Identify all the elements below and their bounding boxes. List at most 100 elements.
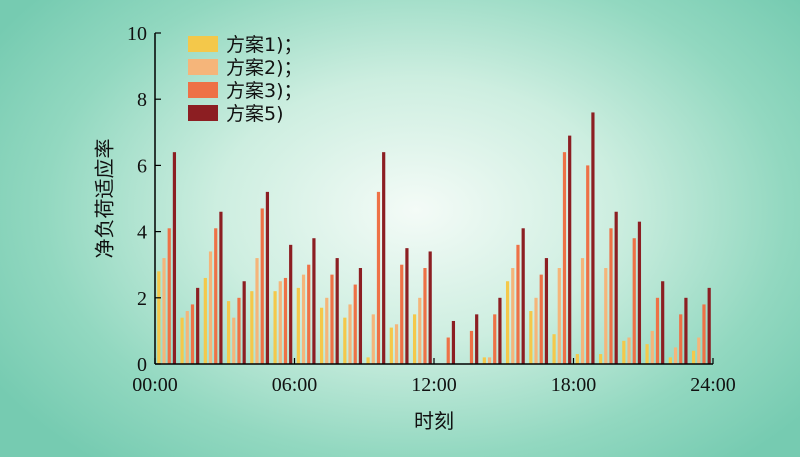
bar-series3-hour19	[586, 165, 590, 364]
bar-series4-hour10	[382, 152, 386, 364]
bar-series3-hour12	[423, 268, 427, 364]
bar-series3-hour18	[562, 152, 567, 364]
bar-series3-hour13	[446, 337, 450, 364]
bar-series2-hour3	[208, 251, 213, 364]
bar-series1-hour15	[482, 357, 486, 364]
legend-label-3: 方案3)；	[226, 80, 303, 102]
bar-series4-hour23	[684, 297, 688, 364]
y-tick-label: 2	[137, 288, 147, 310]
bar-series1-hour22	[645, 344, 649, 364]
bar-series3-hour20	[609, 228, 613, 364]
y-tick-label: 8	[137, 89, 147, 111]
bar-series2-hour6	[278, 281, 282, 364]
bar-series4-hour20	[614, 211, 618, 364]
y-tick-label: 10	[127, 23, 147, 45]
legend-swatch-2	[188, 59, 218, 75]
x-tick-label: 18:00	[551, 374, 597, 396]
bar-series3-hour10	[376, 191, 381, 364]
bar-series2-hour15	[487, 357, 492, 364]
bar-series4-hour7	[312, 238, 316, 364]
bar-series4-hour15	[498, 297, 502, 364]
bar-series3-hour2	[190, 304, 195, 364]
bar-series1-hour12	[412, 314, 417, 364]
bar-series1-hour7	[296, 287, 300, 364]
x-tick-label: 00:00	[132, 374, 178, 396]
bar-series1-hour10	[366, 357, 370, 364]
bar-series1-hour5	[250, 291, 254, 364]
bar-series1-hour23	[668, 357, 672, 364]
bar-series3-hour15	[493, 314, 497, 364]
bar-series2-hour2	[185, 311, 189, 364]
bar-series1-hour21	[622, 340, 626, 364]
y-ticks: 0 2 4 6 8 10	[127, 23, 161, 376]
bar-series2-hour24	[697, 337, 701, 364]
bar-series3-hour4	[237, 297, 241, 364]
bar-series3-hour24	[702, 304, 706, 364]
bar-series1-hour2	[180, 317, 184, 364]
bar-series4-hour8	[335, 258, 339, 364]
bar-series4-hour2	[196, 287, 200, 364]
bar-series2-hour20	[604, 268, 608, 364]
legend-swatch-1	[188, 36, 218, 52]
bar-series3-hour23	[679, 314, 683, 364]
x-tick-label: 24:00	[690, 374, 736, 396]
bar-series2-hour5	[255, 258, 259, 364]
legend-label-1: 方案1)；	[226, 34, 303, 56]
bar-series1-hour9	[343, 317, 347, 364]
y-tick-label: 4	[137, 222, 147, 244]
bars-layer	[157, 112, 711, 364]
bar-series3-hour1	[167, 228, 171, 364]
y-tick-label: 6	[137, 155, 147, 177]
bar-series3-hour22	[655, 297, 660, 364]
bar-series1-hour1	[157, 271, 161, 364]
legend-label-4: 方案5)	[226, 103, 284, 125]
bar-series4-hour22	[661, 281, 665, 364]
bar-series3-hour5	[260, 208, 264, 364]
bar-series1-hour4	[226, 301, 231, 364]
x-ticks: 00:00 06:00 12:00 18:00 24:00	[132, 358, 736, 396]
bar-series2-hour23	[673, 347, 678, 364]
x-tick-label: 06:00	[272, 374, 318, 396]
bar-series2-hour9	[348, 304, 352, 364]
bar-series3-hour14	[469, 330, 474, 364]
bar-series4-hour19	[591, 112, 595, 364]
x-tick-label: 12:00	[411, 374, 457, 396]
bar-series4-hour16	[521, 228, 525, 364]
bar-series4-hour13	[451, 320, 456, 364]
bar-series3-hour6	[283, 277, 288, 364]
bar-series2-hour10	[371, 314, 375, 364]
y-tick-label: 0	[137, 354, 147, 376]
bar-series4-hour21	[637, 221, 642, 364]
bar-series4-hour9	[358, 268, 363, 364]
bar-series4-hour11	[405, 248, 409, 364]
bar-series1-hour16	[505, 281, 510, 364]
bar-series3-hour21	[632, 238, 636, 364]
bar-series1-hour3	[203, 277, 207, 364]
legend: 方案1)；方案2)；方案3)；方案5)	[188, 34, 303, 125]
bar-series2-hour18	[557, 268, 561, 364]
bar-series2-hour17	[534, 297, 538, 364]
bar-series2-hour16	[511, 268, 515, 364]
bar-series4-hour6	[289, 244, 293, 364]
bar-series2-hour8	[325, 297, 329, 364]
bar-series1-hour19	[575, 354, 579, 364]
bar-series3-hour16	[516, 244, 520, 364]
y-axis-title: 净负荷适应率	[93, 139, 117, 259]
legend-swatch-4	[188, 105, 218, 121]
bar-series4-hour18	[568, 135, 572, 364]
bar-series3-hour11	[400, 264, 404, 364]
bar-series2-hour12	[418, 297, 422, 364]
x-axis-title: 时刻	[414, 409, 454, 433]
bar-series4-hour5	[265, 191, 270, 364]
bar-series1-hour17	[529, 311, 533, 364]
bar-series4-hour1	[172, 152, 177, 364]
bar-series2-hour21	[627, 337, 631, 364]
bar-series4-hour4	[242, 281, 246, 364]
bar-series3-hour17	[539, 274, 543, 364]
bar-series1-hour8	[319, 307, 324, 364]
bar-series3-hour8	[330, 274, 334, 364]
bar-series1-hour6	[273, 291, 277, 364]
bar-series2-hour7	[301, 274, 306, 364]
